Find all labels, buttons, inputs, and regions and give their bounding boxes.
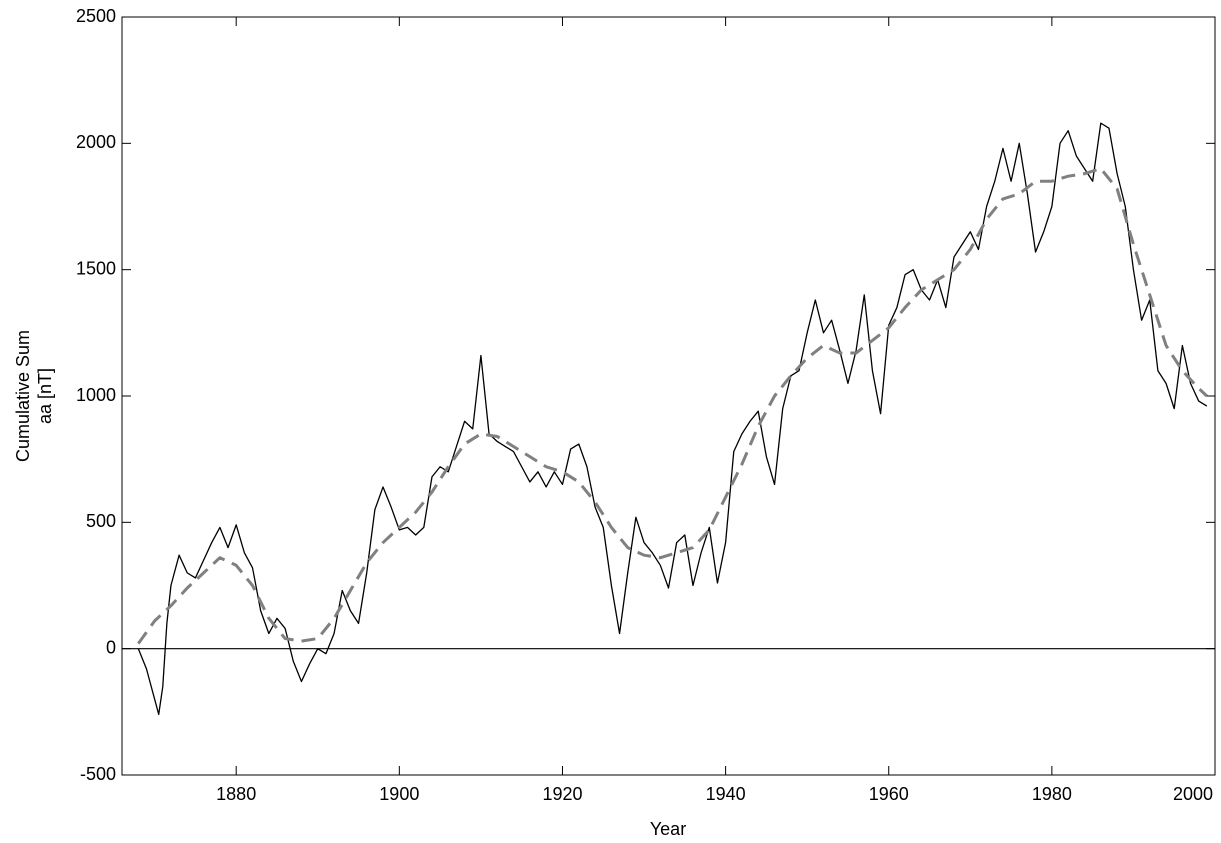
plot-frame [121, 16, 1216, 776]
y-tick-label: 0 [106, 637, 116, 657]
y-axis-label-line: Cumulative Sum [13, 330, 33, 462]
x-tick-label: 1900 [379, 784, 419, 804]
y-tick-label: 1000 [76, 385, 116, 405]
series-line [137, 167, 1208, 645]
y-tick-label: 500 [86, 511, 116, 531]
y-axis-label-line: aa [nT] [35, 368, 55, 424]
series-line [137, 122, 1208, 716]
x-tick-label: 1960 [869, 784, 909, 804]
y-tick-label: -500 [80, 764, 116, 784]
y-tick-label: 2500 [76, 6, 116, 26]
y-axis-label: Cumulative Sum aa [nT] [13, 330, 55, 462]
x-axis-label: Year [650, 819, 686, 839]
x-tick-label: 1880 [216, 784, 256, 804]
x-tick-label: 2000 [1173, 784, 1213, 804]
x-tick-label: 1980 [1032, 784, 1072, 804]
y-tick-label: 2000 [76, 132, 116, 152]
x-tick-label: 1920 [542, 784, 582, 804]
x-tick-label: 1940 [706, 784, 746, 804]
y-tick-label: 1500 [76, 258, 116, 278]
